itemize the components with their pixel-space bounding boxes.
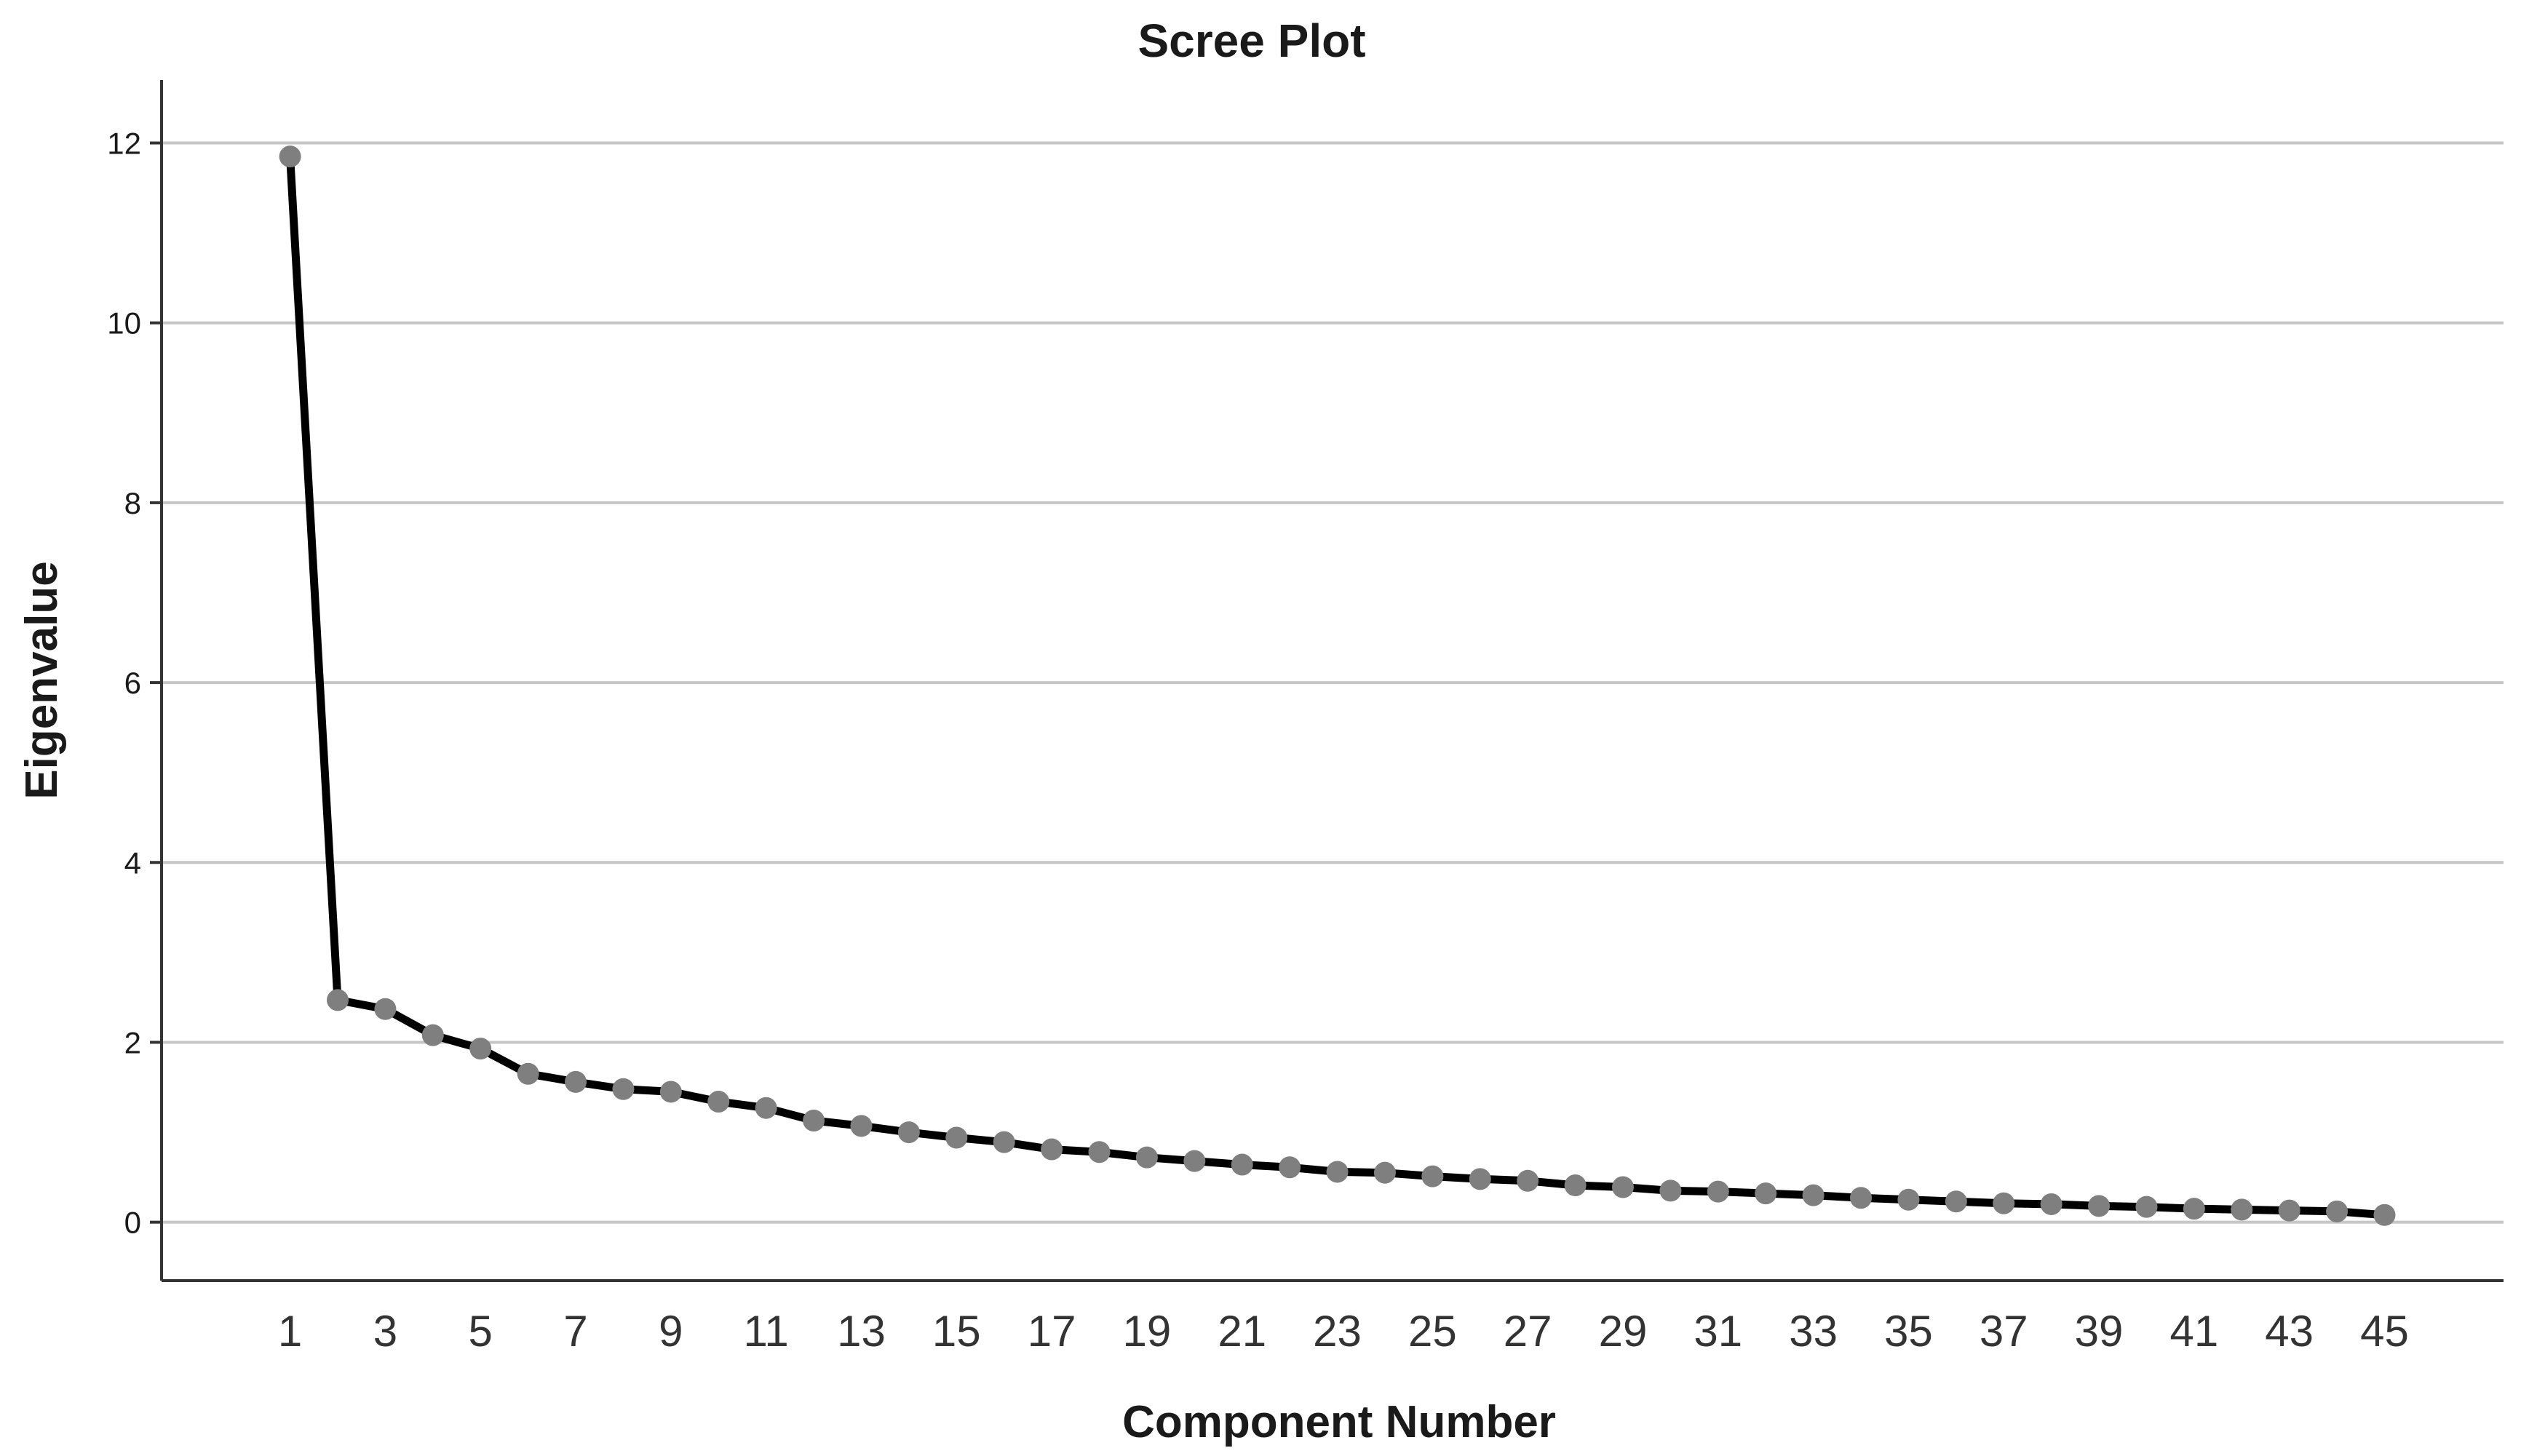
axes [160, 80, 2504, 1282]
data-point-12 [803, 1110, 825, 1131]
data-point-2 [327, 989, 349, 1011]
x-tick-label: 17 [1028, 1307, 1076, 1356]
data-point-28 [1564, 1174, 1587, 1196]
data-point-27 [1517, 1169, 1539, 1192]
data-point-5 [469, 1038, 492, 1060]
x-tick-label: 3 [373, 1307, 397, 1356]
y-tick-label: 6 [124, 666, 141, 700]
data-point-15 [945, 1126, 968, 1149]
y-axis-ticks: 0 2 4 6 8 10 12 [107, 127, 162, 1240]
data-point-8 [612, 1078, 635, 1100]
data-point-32 [1755, 1182, 1777, 1205]
x-tick-label: 1 [278, 1307, 302, 1356]
data-point-43 [2278, 1199, 2300, 1222]
x-tick-label: 37 [1980, 1307, 2028, 1356]
data-point-14 [897, 1121, 920, 1144]
y-axis-label: Eigenvalue [17, 561, 67, 799]
data-point-24 [1373, 1161, 1396, 1184]
data-point-3 [374, 998, 397, 1020]
data-point-9 [659, 1081, 682, 1103]
x-tick-label: 27 [1504, 1307, 1552, 1356]
series-line [286, 152, 2389, 1220]
x-tick-label: 7 [563, 1307, 587, 1356]
x-tick-label: 39 [2075, 1307, 2124, 1356]
x-tick-label: 19 [1123, 1307, 1172, 1356]
x-tick-label: 23 [1313, 1307, 1362, 1356]
data-point-19 [1135, 1146, 1158, 1169]
x-tick-label: 45 [2360, 1307, 2409, 1356]
data-point-30 [1659, 1179, 1682, 1202]
y-tick-label: 4 [124, 846, 141, 880]
x-tick-label: 33 [1789, 1307, 1838, 1356]
y-tick-label: 8 [124, 486, 141, 520]
data-point-18 [1088, 1141, 1111, 1163]
data-point-29 [1611, 1176, 1634, 1198]
data-point-31 [1707, 1180, 1729, 1203]
data-point-23 [1326, 1161, 1349, 1183]
data-point-38 [2040, 1193, 2062, 1215]
data-point-42 [2231, 1198, 2253, 1221]
data-point-34 [1850, 1187, 1873, 1209]
data-point-25 [1421, 1165, 1444, 1188]
x-tick-label: 31 [1694, 1307, 1742, 1356]
data-point-45 [2373, 1204, 2396, 1226]
chart-title: Scree Plot [1138, 15, 1365, 67]
data-point-10 [707, 1091, 730, 1113]
data-point-1 [279, 146, 301, 168]
data-point-37 [1993, 1192, 2015, 1214]
x-tick-label: 9 [659, 1307, 683, 1356]
x-tick-label: 35 [1884, 1307, 1933, 1356]
data-point-21 [1231, 1153, 1253, 1176]
data-point-17 [1041, 1138, 1063, 1161]
data-point-35 [1897, 1188, 1920, 1211]
x-axis-ticks: 1 3 5 7 9 11 13 15 17 19 21 23 25 27 29 31 33 35 37 39 41 43 4… [278, 1307, 2409, 1356]
x-tick-label: 25 [1408, 1307, 1457, 1356]
data-point-33 [1802, 1184, 1825, 1206]
x-tick-label: 5 [469, 1307, 493, 1356]
series [279, 146, 2396, 1226]
data-point-39 [2088, 1195, 2111, 1217]
data-point-36 [1945, 1190, 1967, 1213]
x-tick-label: 29 [1599, 1307, 1648, 1356]
data-point-44 [2326, 1200, 2349, 1222]
data-point-6 [517, 1062, 539, 1085]
data-point-11 [755, 1097, 777, 1119]
data-point-40 [2135, 1196, 2158, 1218]
data-point-4 [421, 1024, 444, 1046]
y-tick-label: 10 [107, 306, 141, 341]
x-tick-label: 13 [837, 1307, 886, 1356]
data-point-16 [993, 1131, 1015, 1153]
y-tick-label: 0 [124, 1206, 141, 1240]
x-tick-label: 21 [1218, 1307, 1266, 1356]
y-tick-label: 12 [107, 127, 141, 161]
gridlines [162, 141, 2504, 1224]
data-point-22 [1279, 1156, 1301, 1179]
x-tick-label: 15 [932, 1307, 981, 1356]
data-point-41 [2183, 1198, 2205, 1220]
data-point-7 [565, 1070, 587, 1093]
data-point-26 [1469, 1168, 1491, 1190]
x-tick-label: 41 [2169, 1307, 2218, 1356]
x-tick-label: 11 [744, 1307, 789, 1356]
y-tick-label: 2 [124, 1025, 141, 1059]
data-point-20 [1183, 1150, 1206, 1172]
x-axis-label: Component Number [1122, 1397, 1556, 1447]
x-tick-label: 43 [2265, 1307, 2314, 1356]
data-point-13 [850, 1115, 873, 1137]
